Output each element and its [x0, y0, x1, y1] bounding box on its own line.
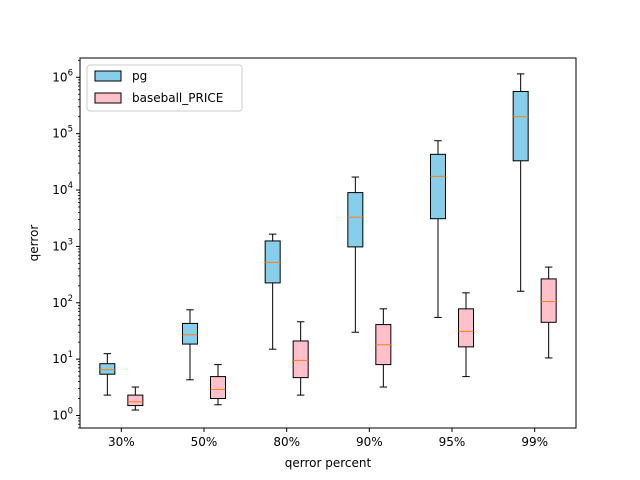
x-tick-label: 80% — [273, 435, 300, 449]
x-tick-label: 30% — [108, 435, 135, 449]
box-pg-95% — [430, 140, 446, 318]
y-tick-label: 106 — [52, 68, 73, 84]
box-baseball_PRICE-30% — [127, 386, 144, 411]
plot-area — [99, 73, 557, 411]
x-tick-label: 95% — [439, 435, 466, 449]
box-iqr — [99, 363, 116, 375]
y-tick-label: 104 — [52, 181, 73, 197]
box-pg-50% — [182, 309, 198, 381]
x-axis-label: qerror percent — [285, 456, 372, 470]
box-baseball_PRICE-80% — [292, 321, 309, 396]
legend-swatch-pg — [94, 70, 122, 82]
box-baseball_PRICE-95% — [458, 292, 474, 378]
legend: pg baseball_PRICE — [86, 64, 243, 112]
box-pg-99% — [512, 73, 529, 292]
legend-label-baseball_PRICE: baseball_PRICE — [132, 91, 223, 105]
x-tick-label: 90% — [356, 435, 383, 449]
box-pg-80% — [264, 233, 281, 350]
axis-ticks: 30% 50% 80% 90% 95% 99% 100 101 102 103 104 105 106 — [52, 59, 548, 449]
box-iqr — [182, 322, 198, 345]
box-baseball_PRICE-90% — [375, 308, 392, 388]
box-iqr — [458, 308, 474, 348]
y-tick-label: 100 — [52, 406, 73, 422]
y-tick-label: 101 — [52, 350, 73, 366]
box-baseball_PRICE-99% — [540, 266, 557, 359]
legend-swatch-baseball_PRICE — [94, 92, 122, 104]
y-tick-label: 105 — [52, 125, 73, 141]
box-iqr — [210, 376, 226, 400]
y-tick-label: 102 — [52, 294, 73, 310]
axes-frame — [79, 57, 577, 429]
box-iqr — [512, 90, 529, 162]
box-iqr — [127, 394, 144, 407]
x-tick-label: 50% — [191, 435, 218, 449]
box-iqr — [540, 278, 557, 323]
y-tick-label: 103 — [52, 237, 73, 253]
legend-label-pg: pg — [132, 69, 147, 83]
box-iqr — [430, 153, 446, 220]
y-axis-label: qerror — [27, 225, 41, 262]
box-iqr — [292, 340, 309, 379]
x-tick-label: 99% — [521, 435, 548, 449]
box-baseball_PRICE-50% — [210, 364, 226, 406]
box-pg-30% — [99, 353, 116, 396]
box-pg-90% — [347, 176, 364, 333]
box-iqr — [347, 192, 364, 248]
legend-frame — [86, 64, 243, 112]
